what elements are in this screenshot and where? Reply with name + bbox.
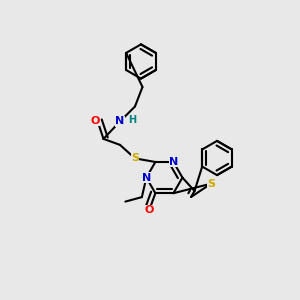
Text: O: O bbox=[90, 116, 100, 126]
Text: N: N bbox=[116, 116, 124, 127]
Text: S: S bbox=[131, 153, 139, 164]
Text: N: N bbox=[142, 172, 151, 183]
Text: S: S bbox=[207, 179, 215, 189]
Text: O: O bbox=[145, 205, 154, 215]
Text: H: H bbox=[128, 115, 136, 125]
Text: N: N bbox=[169, 157, 178, 167]
